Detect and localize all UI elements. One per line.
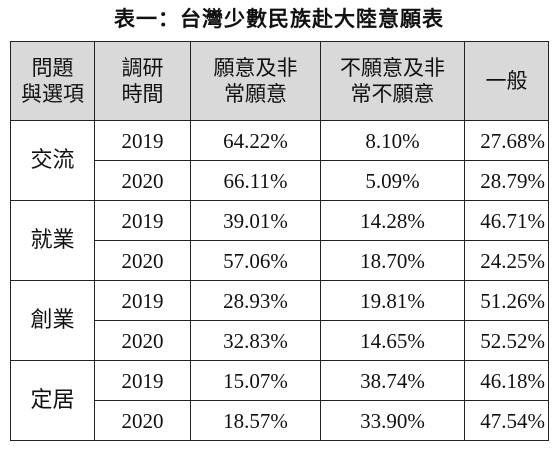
neutral-cell: 46.18% (464, 360, 549, 401)
unwilling-cell: 19.81% (320, 280, 465, 321)
header-line: 問題 (31, 56, 74, 80)
neutral-cell: 24.25% (464, 240, 549, 281)
unwilling-cell: 18.70% (320, 240, 465, 281)
header-unwilling: 不願意及非 常不願意 (320, 41, 465, 121)
header-line: 常願意 (224, 82, 287, 106)
year-cell: 2020 (94, 400, 191, 441)
year-cell: 2020 (94, 160, 191, 201)
unwilling-cell: 14.65% (320, 320, 465, 361)
header-line: 時間 (121, 82, 164, 106)
willing-cell: 32.83% (190, 320, 321, 361)
table-row: 2020 32.83% 14.65% 52.52% (11, 320, 549, 361)
year-cell: 2020 (94, 320, 191, 361)
neutral-cell: 52.52% (464, 320, 549, 361)
year-cell: 2019 (94, 360, 191, 401)
unwilling-cell: 14.28% (320, 200, 465, 241)
header-willing: 願意及非 常願意 (190, 41, 321, 121)
table-row: 2020 18.57% 33.90% 47.54% (11, 400, 549, 441)
unwilling-cell: 8.10% (320, 120, 465, 161)
table-row: 就業 2019 39.01% 14.28% 46.71% (10, 200, 549, 281)
header-line: 與選項 (21, 82, 84, 106)
willing-cell: 64.22% (190, 120, 321, 161)
willing-cell: 66.11% (190, 160, 321, 201)
table-row: 交流 2019 64.22% 8.10% 27.68% (10, 120, 549, 201)
neutral-cell: 28.79% (464, 160, 549, 201)
neutral-cell: 47.54% (464, 400, 549, 441)
topic-cell: 交流 (10, 120, 95, 201)
header-line: 願意及非 (213, 56, 298, 80)
unwilling-cell: 5.09% (320, 160, 465, 201)
topic-cell: 就業 (10, 200, 95, 281)
year-cell: 2019 (94, 120, 191, 161)
year-cell: 2019 (94, 280, 191, 321)
willing-cell: 18.57% (190, 400, 321, 441)
header-line: 常不願意 (350, 82, 435, 106)
year-cell: 2019 (94, 200, 191, 241)
header-neutral: 一般 (464, 41, 549, 121)
neutral-cell: 46.71% (464, 200, 549, 241)
unwilling-cell: 33.90% (320, 400, 465, 441)
table-row: 創業 2019 28.93% 19.81% 51.26% (10, 280, 549, 361)
topic-cell: 定居 (10, 360, 95, 441)
year-cell: 2020 (94, 240, 191, 281)
table-row: 定居 2019 15.07% 38.74% 46.18% (10, 360, 549, 441)
header-time: 調研 時間 (94, 41, 191, 121)
header-line: 調研 (121, 56, 164, 80)
header-line: 一般 (485, 69, 528, 93)
table-title: 表一：台灣少數民族赴大陸意願表 (114, 7, 444, 31)
willing-cell: 15.07% (190, 360, 321, 401)
willing-cell: 28.93% (190, 280, 321, 321)
willing-cell: 39.01% (190, 200, 321, 241)
unwilling-cell: 38.74% (320, 360, 465, 401)
header-row: 問題 與選項 調研 時間 願意及非 常願意 不願意及非 常不願意 一般 (10, 41, 549, 121)
header-line: 不願意及非 (340, 56, 445, 80)
header-topic: 問題 與選項 (10, 41, 95, 121)
willing-cell: 57.06% (190, 240, 321, 281)
neutral-cell: 51.26% (464, 280, 549, 321)
survey-table: 問題 與選項 調研 時間 願意及非 常願意 不願意及非 常不願意 一般 交流 2 (10, 41, 549, 441)
neutral-cell: 27.68% (464, 120, 549, 161)
topic-cell: 創業 (10, 280, 95, 361)
